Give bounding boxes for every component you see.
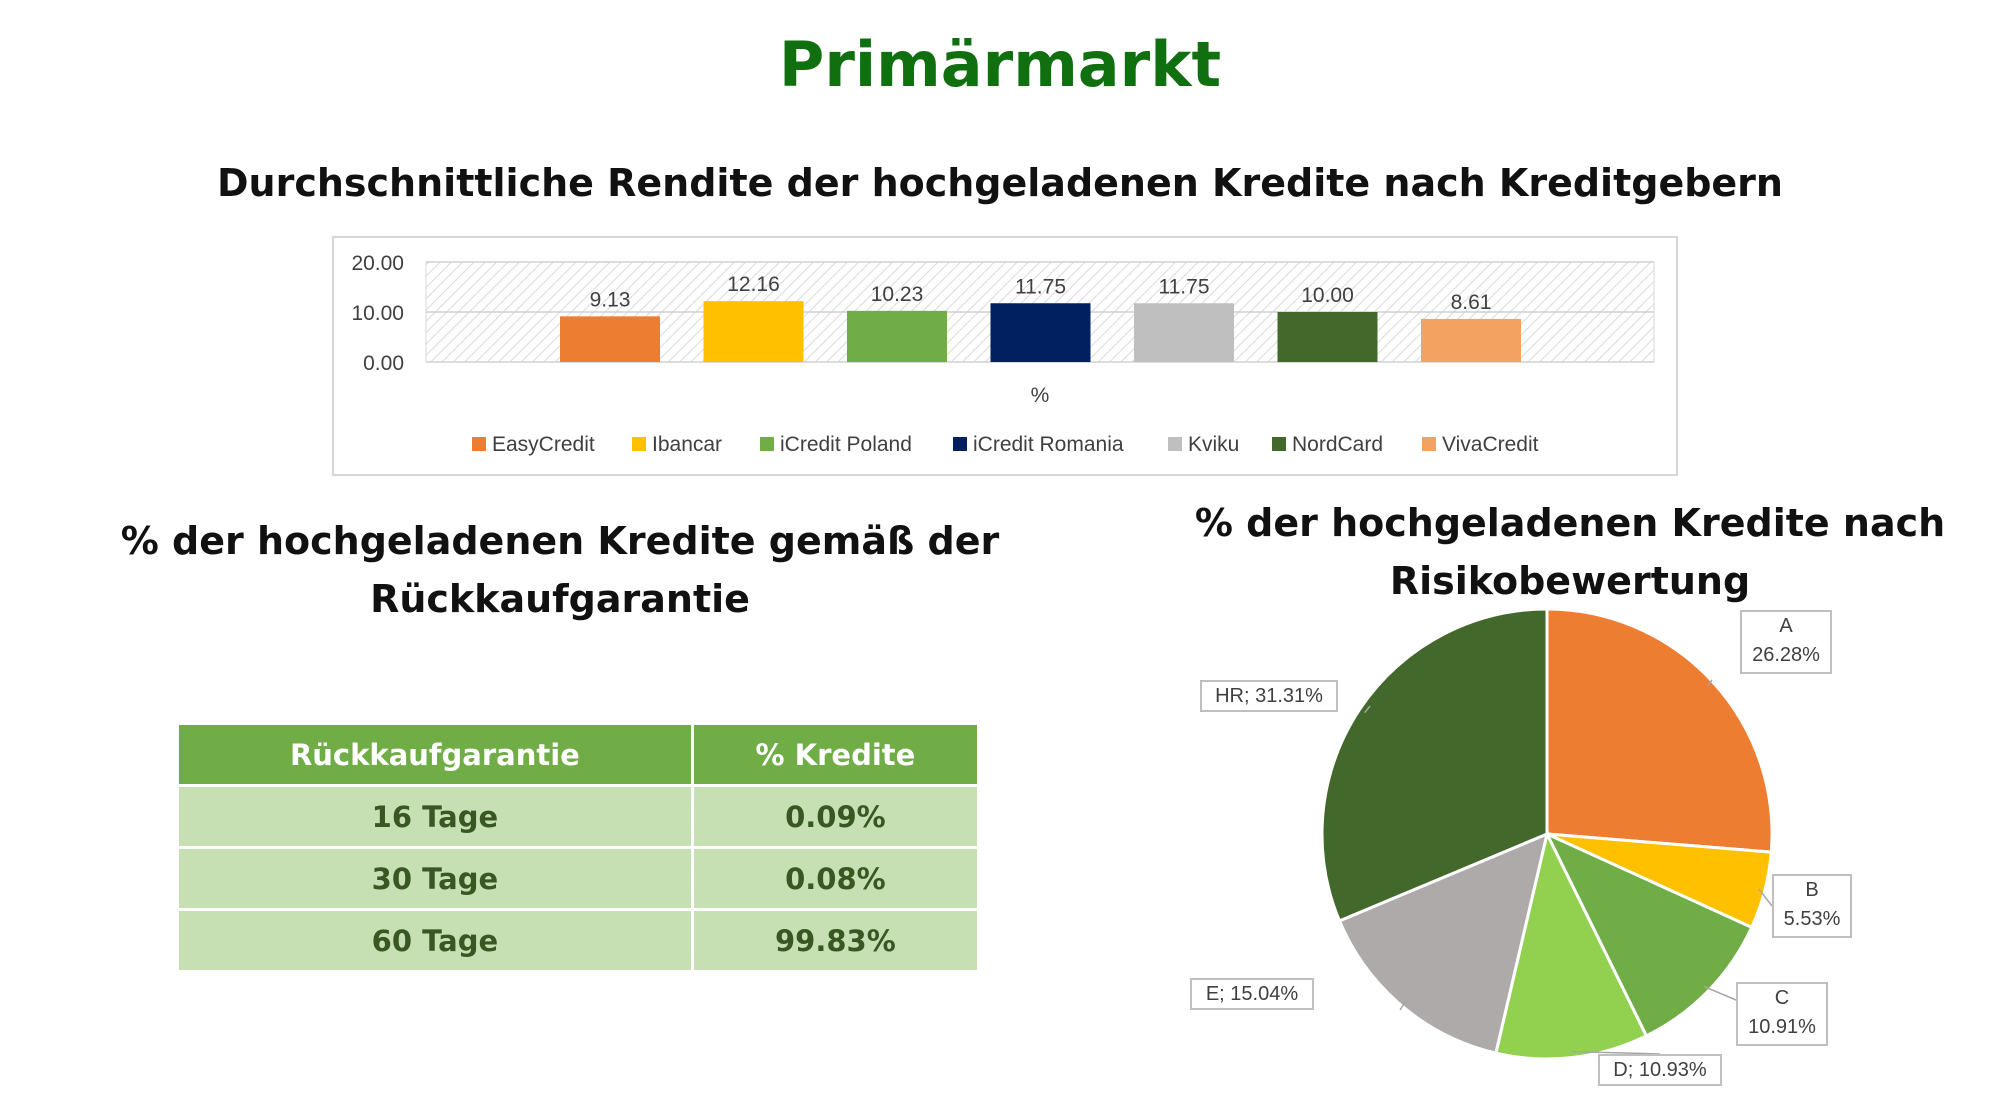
pie-leader-line bbox=[1571, 1050, 1661, 1055]
bar-chart-frame bbox=[332, 236, 1678, 476]
table-title-line1: % der hochgeladenen Kredite gemäß der bbox=[120, 519, 1000, 563]
pie-label-category: A bbox=[1779, 615, 1793, 637]
legend-swatch bbox=[632, 437, 646, 451]
pie-slice-hr bbox=[1320, 607, 1549, 923]
table-cell-percent: 0.09% bbox=[690, 784, 981, 849]
legend-label: NordCard bbox=[1292, 433, 1383, 456]
pie-leader-line bbox=[1364, 705, 1371, 714]
legend-label: EasyCredit bbox=[492, 433, 595, 456]
bar-data-label: 8.61 bbox=[1451, 291, 1492, 314]
legend-swatch bbox=[760, 437, 774, 451]
table-cell-period: 60 Tage bbox=[176, 908, 694, 973]
table-cell-period: 16 Tage bbox=[176, 784, 694, 849]
pie-label-value: 10.91% bbox=[1748, 1016, 1816, 1038]
legend-swatch bbox=[1272, 437, 1286, 451]
pie-chart-title: % der hochgeladenen Kredite nach Risikob… bbox=[1140, 494, 2000, 610]
bar-kviku bbox=[1134, 303, 1234, 362]
x-axis-label: % bbox=[1031, 384, 1050, 407]
pie-label-hr: HR; 31.31% bbox=[1200, 680, 1338, 712]
legend-label: Kviku bbox=[1188, 433, 1239, 456]
pie-label-value: 5.53% bbox=[1783, 908, 1841, 930]
pie-label-value: 26.28% bbox=[1752, 644, 1820, 666]
pie-label-e: E; 15.04% bbox=[1190, 978, 1314, 1010]
legend-swatch bbox=[953, 437, 967, 451]
page-title: Primärmarkt bbox=[778, 28, 1222, 101]
table-title: % der hochgeladenen Kredite gemäß der Rü… bbox=[80, 512, 1040, 628]
bar-vivacredit bbox=[1421, 318, 1521, 362]
pie-title-line1: % der hochgeladenen Kredite nach bbox=[1194, 501, 1946, 545]
guarantee-table: Rückkaufgarantie % Kredite 16 Tage 0.09%… bbox=[176, 722, 981, 973]
table-cell-period: 30 Tage bbox=[176, 846, 694, 911]
y-tick-label: 0.00 bbox=[363, 352, 404, 375]
header-percent-loans: % Kredite bbox=[690, 722, 981, 787]
y-tick-label: 20.00 bbox=[351, 252, 404, 275]
pie-slice-d bbox=[1494, 829, 1649, 1061]
bar-data-label: 9.13 bbox=[590, 288, 631, 311]
pie-label-b: B 5.53% bbox=[1772, 874, 1852, 938]
bar-icredit-poland bbox=[847, 310, 947, 362]
table-row: 30 Tage 0.08% bbox=[176, 846, 981, 911]
pie-label-a: A 26.28% bbox=[1740, 610, 1832, 674]
pie-slice-e bbox=[1337, 831, 1550, 1055]
bar-chart-title: Durchschnittliche Rendite der hochgelade… bbox=[217, 161, 1783, 205]
legend-swatch bbox=[1422, 437, 1436, 451]
legend-label: VivaCredit bbox=[1442, 433, 1539, 456]
table-title-line2: Rückkaufgarantie bbox=[370, 577, 750, 621]
bar-data-label: 10.00 bbox=[1301, 284, 1354, 307]
pie-label-d: D; 10.93% bbox=[1598, 1054, 1722, 1086]
pie-leader-line bbox=[1399, 1000, 1407, 1011]
bar-data-label: 11.75 bbox=[1015, 275, 1066, 298]
bar-data-label: 12.16 bbox=[727, 273, 780, 296]
pie-leader-line bbox=[1758, 888, 1773, 907]
legend-label: iCredit Poland bbox=[780, 433, 912, 456]
pie-slice-c bbox=[1543, 830, 1754, 1038]
pie-title-line2: Risikobewertung bbox=[1389, 559, 1751, 603]
bar-nordcard bbox=[1277, 312, 1378, 362]
bar-easycredit bbox=[560, 316, 660, 362]
table-cell-percent: 0.08% bbox=[690, 846, 981, 911]
pie-leader-line bbox=[1707, 679, 1713, 686]
table-cell-percent: 99.83% bbox=[690, 908, 981, 973]
pie-leader-line bbox=[1703, 985, 1737, 1001]
pie-label-category: B bbox=[1805, 879, 1819, 901]
bar-data-label: 11.75 bbox=[1159, 275, 1210, 298]
pie-label-c: C 10.91% bbox=[1736, 982, 1828, 1046]
bar-ibancar bbox=[703, 301, 804, 362]
pie-slice-a bbox=[1545, 607, 1774, 854]
table-header-row: Rückkaufgarantie % Kredite bbox=[176, 722, 981, 787]
table-row: 60 Tage 99.83% bbox=[176, 908, 981, 973]
legend-swatch bbox=[472, 437, 486, 451]
legend-label: iCredit Romania bbox=[973, 433, 1124, 456]
bar-data-label: 10.23 bbox=[871, 283, 924, 306]
y-tick-label: 10.00 bbox=[351, 302, 404, 325]
pie-label-category: C bbox=[1774, 987, 1790, 1009]
bar-icredit-romania bbox=[990, 303, 1091, 362]
legend-label: Ibancar bbox=[652, 433, 722, 456]
table-row: 16 Tage 0.09% bbox=[176, 784, 981, 849]
header-guarantee: Rückkaufgarantie bbox=[176, 722, 694, 787]
legend-swatch bbox=[1168, 437, 1182, 451]
